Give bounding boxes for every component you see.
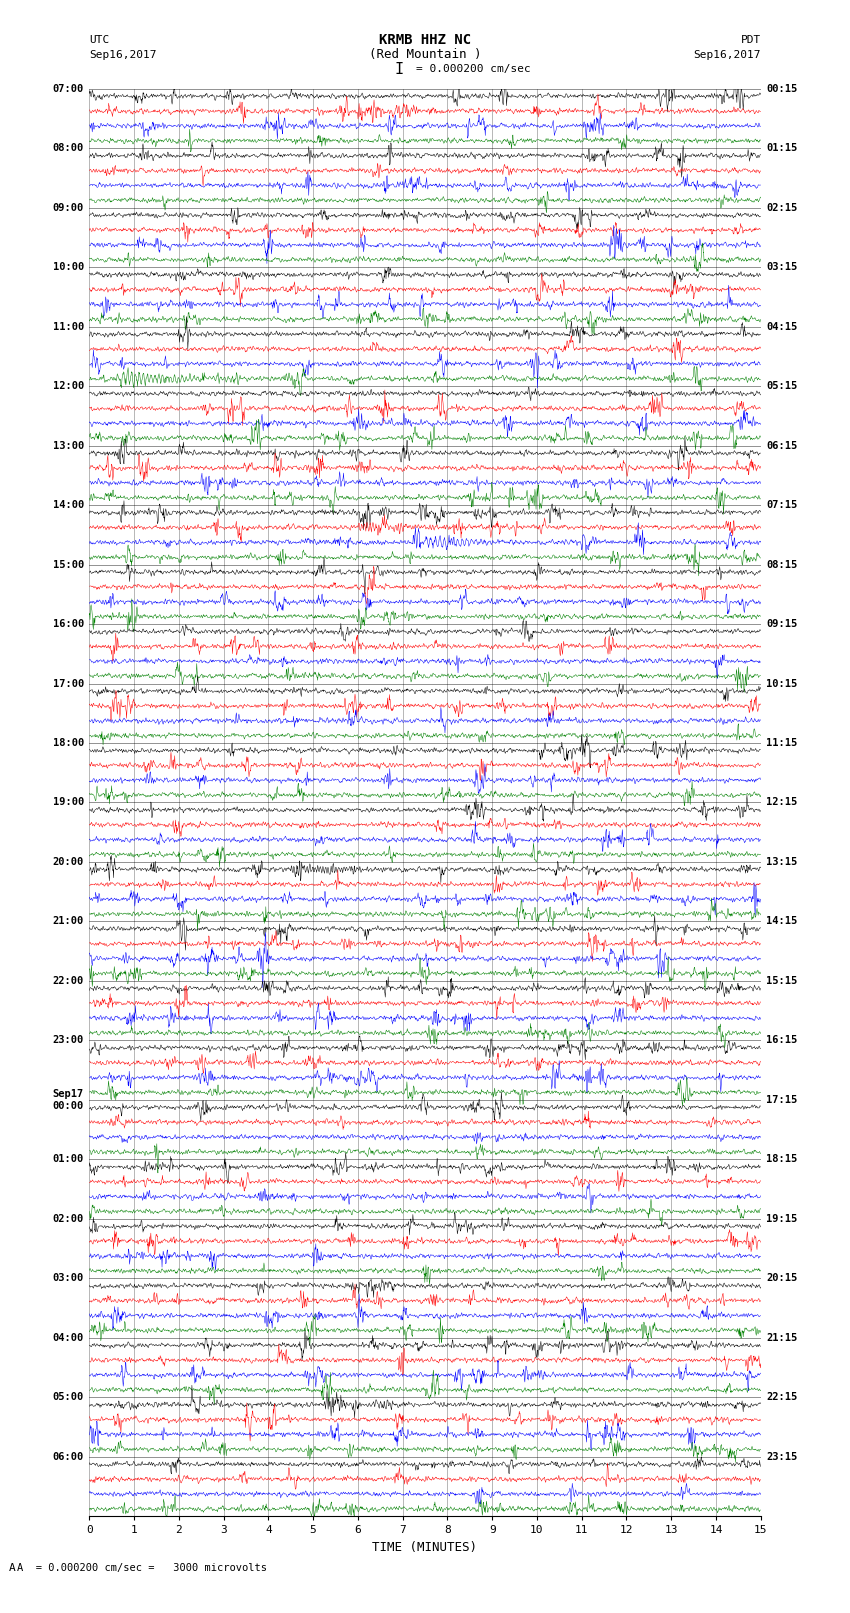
Text: 18:00: 18:00 — [53, 739, 84, 748]
Text: 03:15: 03:15 — [766, 263, 797, 273]
Text: 15:15: 15:15 — [766, 976, 797, 986]
Text: 15:00: 15:00 — [53, 560, 84, 569]
Text: 17:00: 17:00 — [53, 679, 84, 689]
Text: 14:00: 14:00 — [53, 500, 84, 510]
Text: PDT: PDT — [740, 35, 761, 45]
Text: 23:15: 23:15 — [766, 1452, 797, 1461]
Text: 03:00: 03:00 — [53, 1273, 84, 1284]
Text: 21:00: 21:00 — [53, 916, 84, 926]
Text: 06:00: 06:00 — [53, 1452, 84, 1461]
Text: 22:00: 22:00 — [53, 976, 84, 986]
Text: UTC: UTC — [89, 35, 110, 45]
Text: = 0.000200 cm/sec: = 0.000200 cm/sec — [416, 65, 531, 74]
Text: 20:15: 20:15 — [766, 1273, 797, 1284]
Text: 16:00: 16:00 — [53, 619, 84, 629]
Text: 13:00: 13:00 — [53, 440, 84, 450]
Text: 05:15: 05:15 — [766, 381, 797, 390]
Text: 02:15: 02:15 — [766, 203, 797, 213]
Text: 06:15: 06:15 — [766, 440, 797, 450]
Text: 23:00: 23:00 — [53, 1036, 84, 1045]
Text: 04:15: 04:15 — [766, 321, 797, 332]
Text: 11:00: 11:00 — [53, 321, 84, 332]
Text: 16:15: 16:15 — [766, 1036, 797, 1045]
Text: 17:15: 17:15 — [766, 1095, 797, 1105]
Text: 08:15: 08:15 — [766, 560, 797, 569]
Text: 12:15: 12:15 — [766, 797, 797, 808]
Text: 21:15: 21:15 — [766, 1332, 797, 1342]
Text: 10:00: 10:00 — [53, 263, 84, 273]
Text: 22:15: 22:15 — [766, 1392, 797, 1402]
Text: 13:15: 13:15 — [766, 857, 797, 866]
Text: 01:00: 01:00 — [53, 1155, 84, 1165]
Text: 08:00: 08:00 — [53, 144, 84, 153]
Text: 10:15: 10:15 — [766, 679, 797, 689]
Text: A: A — [8, 1563, 15, 1573]
Text: 11:15: 11:15 — [766, 739, 797, 748]
Text: 14:15: 14:15 — [766, 916, 797, 926]
Text: 18:15: 18:15 — [766, 1155, 797, 1165]
Text: KRMB HHZ NC: KRMB HHZ NC — [379, 34, 471, 47]
Text: (Red Mountain ): (Red Mountain ) — [369, 48, 481, 61]
Text: 19:00: 19:00 — [53, 797, 84, 808]
Text: I: I — [395, 61, 404, 77]
Text: 07:00: 07:00 — [53, 84, 84, 94]
X-axis label: TIME (MINUTES): TIME (MINUTES) — [372, 1540, 478, 1553]
Text: 09:15: 09:15 — [766, 619, 797, 629]
Text: Sep16,2017: Sep16,2017 — [694, 50, 761, 60]
Text: 07:15: 07:15 — [766, 500, 797, 510]
Text: 09:00: 09:00 — [53, 203, 84, 213]
Text: 01:15: 01:15 — [766, 144, 797, 153]
Text: 02:00: 02:00 — [53, 1215, 84, 1224]
Text: 20:00: 20:00 — [53, 857, 84, 866]
Text: A  = 0.000200 cm/sec =   3000 microvolts: A = 0.000200 cm/sec = 3000 microvolts — [17, 1563, 267, 1573]
Text: 12:00: 12:00 — [53, 381, 84, 390]
Text: 00:15: 00:15 — [766, 84, 797, 94]
Text: Sep17
00:00: Sep17 00:00 — [53, 1089, 84, 1111]
Text: 05:00: 05:00 — [53, 1392, 84, 1402]
Text: Sep16,2017: Sep16,2017 — [89, 50, 156, 60]
Text: 04:00: 04:00 — [53, 1332, 84, 1342]
Text: 19:15: 19:15 — [766, 1215, 797, 1224]
